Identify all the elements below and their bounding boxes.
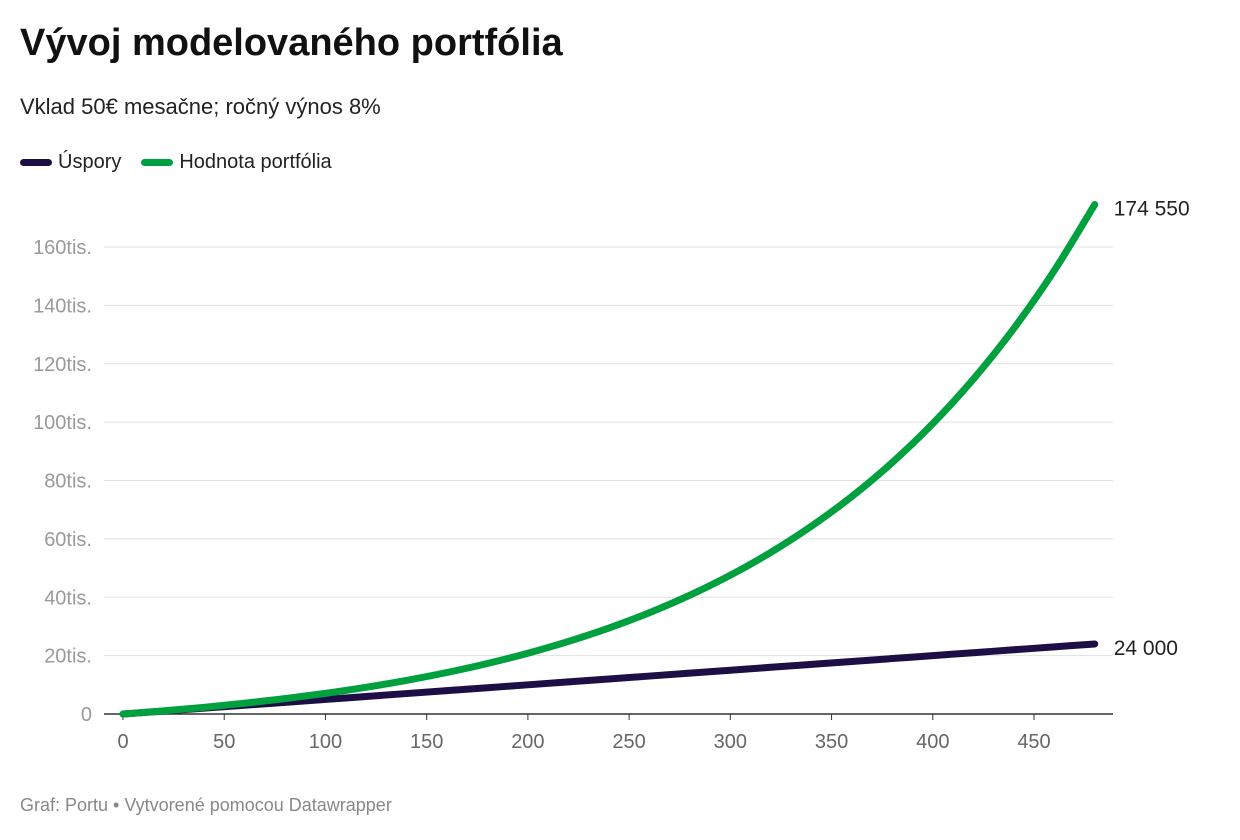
x-tick-label: 100 [309,731,342,753]
series-line-savings [119,640,1099,718]
y-tick-label: 120tis. [33,354,92,376]
y-tick-label: 60tis. [44,529,92,551]
end-value-label: 24 000 [1114,637,1178,660]
chart-subtitle: Vklad 50€ mesačne; ročný výnos 8% [20,94,381,119]
x-tick-label: 250 [612,731,645,753]
y-tick-label: 140tis. [33,295,92,317]
legend-item-portfolio: Hodnota portfólia [141,151,332,174]
x-tick-label: 400 [916,731,949,753]
legend: Úspory Hodnota portfólia [20,151,332,174]
legend-label: Hodnota portfólia [179,151,332,173]
legend-swatch [141,159,174,166]
x-tick-label: 450 [1017,731,1050,753]
x-tick-label: 300 [714,731,747,753]
x-tick-label: 200 [511,731,544,753]
legend-swatch [20,159,52,166]
footer-credit: Graf: Portu • Vytvorené pomocou Datawrap… [20,795,392,815]
x-tick-label: 150 [410,731,443,753]
legend-item-savings: Úspory [20,151,121,174]
y-tick-label: 160tis. [33,237,92,259]
y-tick-label: 40tis. [44,587,92,609]
x-tick-label: 0 [117,731,128,753]
end-value-label: 174 550 [1114,198,1190,221]
y-tick-label: 80tis. [44,471,92,493]
legend-label: Úspory [58,151,122,173]
y-tick-label: 100tis. [33,412,92,434]
series-line-portfolio [119,201,1099,718]
y-tick-label: 20tis. [44,646,92,668]
y-tick-label: 0 [81,704,92,726]
x-tick-label: 50 [213,731,235,753]
x-tick-label: 350 [815,731,848,753]
chart-title: Vývoj modelovaného portfólia [20,22,563,64]
